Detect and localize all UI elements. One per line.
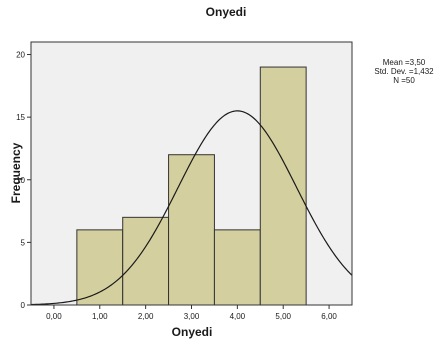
histogram-bar-4: [213, 229, 261, 306]
y-tick-label: 15: [16, 113, 25, 122]
histogram-bar-1: [76, 229, 124, 306]
histogram-bar-3: [168, 154, 215, 306]
y-axis: 0 5 10 15 20: [16, 51, 31, 310]
y-tick-label: 10: [16, 176, 25, 185]
bars-layer: [76, 66, 307, 306]
y-tick-label: 0: [21, 301, 26, 310]
histogram-bar-5: [259, 66, 307, 306]
normal-curve: [30, 110, 353, 306]
x-axis: 0,00 1,00 2,00 3,00 4,00 5,00 6,00: [46, 305, 337, 321]
stats-box: Mean =3,50 Std. Dev. =1,432 N =50: [374, 58, 434, 85]
x-tick-label: 6,00: [321, 312, 337, 321]
x-tick-label: 1,00: [92, 312, 108, 321]
stats-mean: Mean =3,50: [383, 58, 426, 67]
y-tick-label: 20: [16, 51, 25, 60]
y-axis-title: Frequency: [9, 142, 23, 203]
x-tick-label: 5,00: [275, 312, 291, 321]
x-tick-label: 3,00: [184, 312, 200, 321]
x-tick-label: 4,00: [230, 312, 246, 321]
histogram-bar-2: [122, 216, 170, 306]
x-tick-label: 2,00: [138, 312, 154, 321]
chart-title: Onyedi: [206, 5, 247, 19]
stats-n: N =50: [393, 76, 415, 85]
curve-layer: [30, 110, 353, 306]
x-tick-label: 0,00: [46, 312, 62, 321]
y-tick-label: 5: [21, 238, 26, 247]
stats-std-dev: Std. Dev. =1,432: [374, 67, 434, 76]
x-axis-title: Onyedi: [172, 325, 213, 339]
